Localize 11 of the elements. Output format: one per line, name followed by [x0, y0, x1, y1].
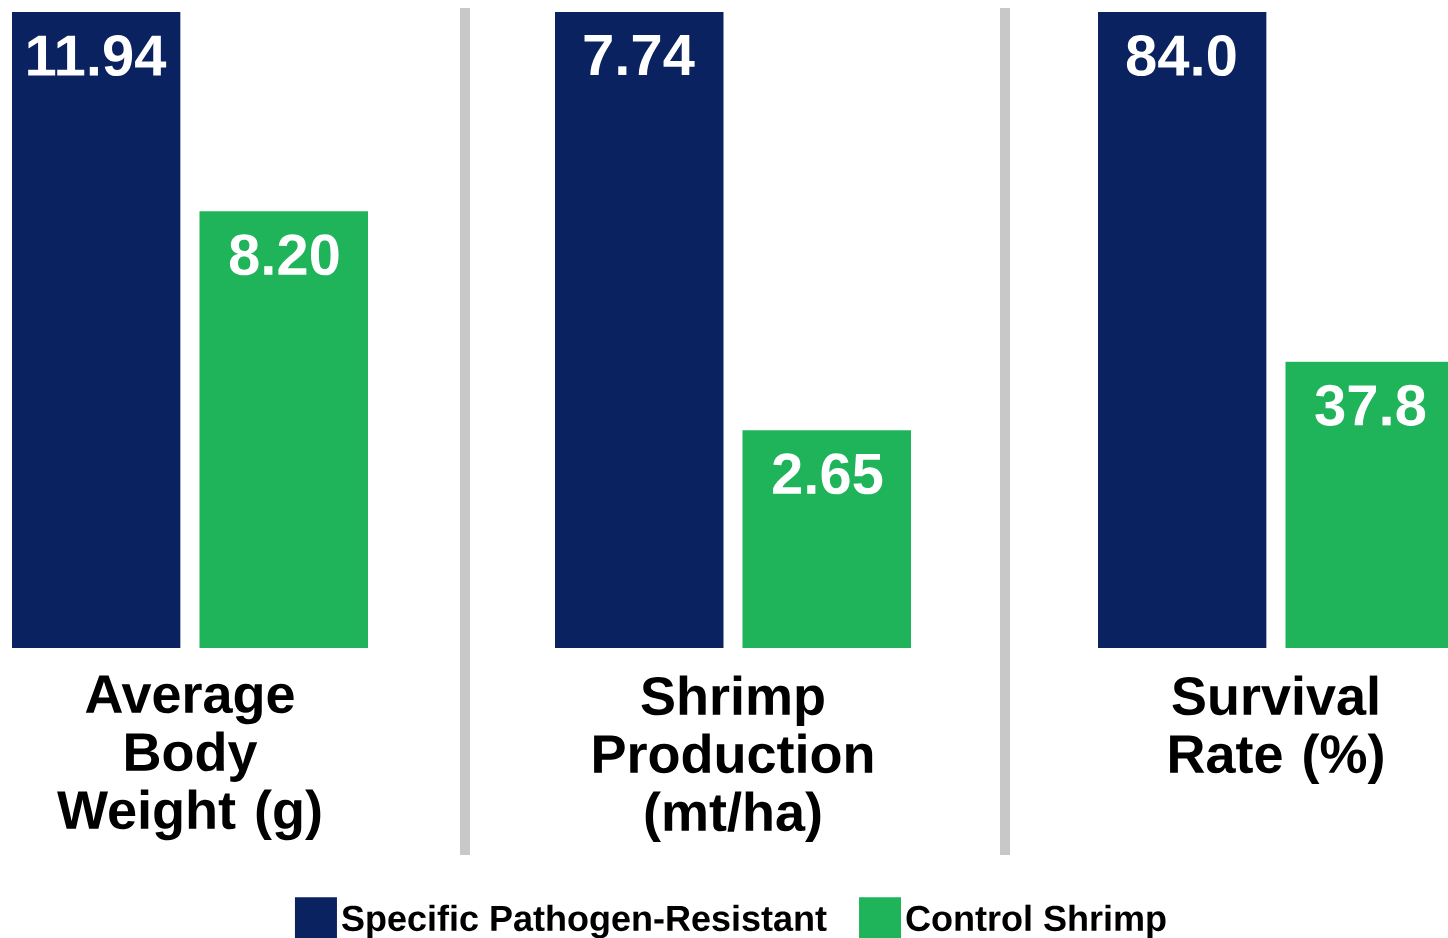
x-tick-label: Average Body Weight (g)	[57, 675, 321, 841]
x-tick-label: Survival Rate (%)	[1170, 675, 1383, 784]
data-label: 2.65	[773, 453, 883, 495]
legend-label: Control Shrimp	[906, 904, 1166, 938]
data-label: 11.94	[28, 35, 167, 77]
data-label: 8.20	[229, 234, 339, 276]
x-tick-label: Shrimp Production (mt/ha)	[594, 675, 873, 842]
data-label: 37.8	[1315, 384, 1426, 427]
legend-label: Specific Pathogen-Resistant	[341, 904, 827, 938]
data-label: 84.0	[1126, 35, 1236, 77]
data-label: 7.74	[584, 35, 695, 75]
